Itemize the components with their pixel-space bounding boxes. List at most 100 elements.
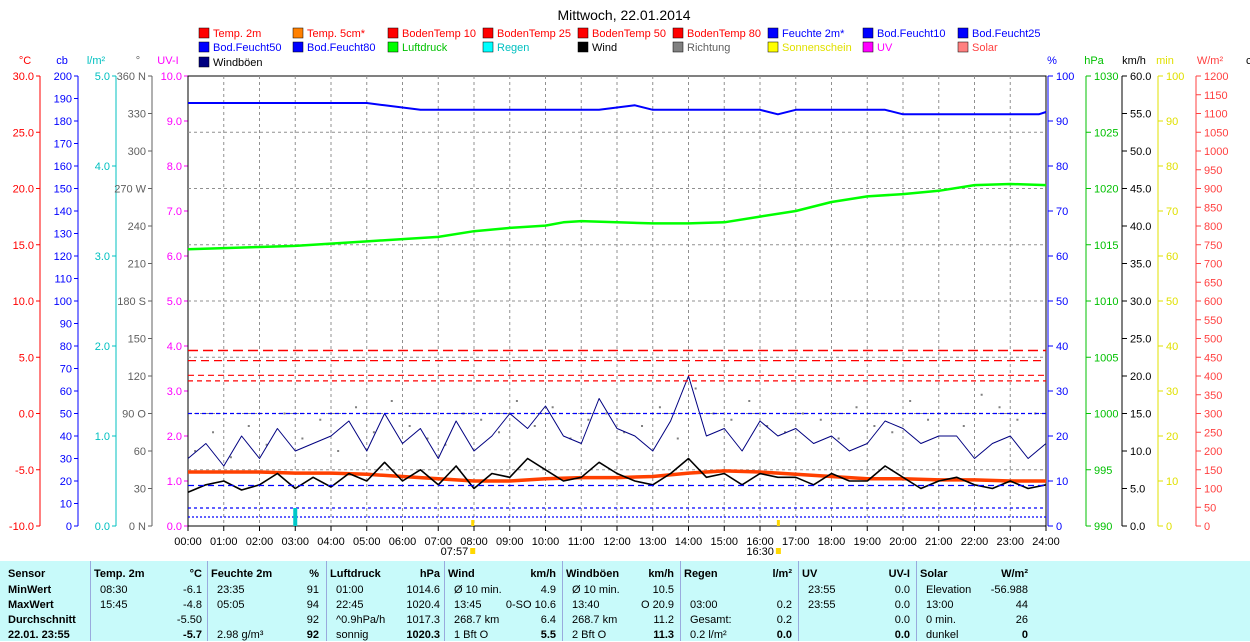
table-cell-value: 0-SO 10.6 [505,599,556,611]
axis-tick-solar: 1000 [1204,146,1228,158]
axis-tick-hum: 100 [1056,71,1074,83]
table-cell-value: 0.2 [776,614,792,626]
axis-tick-press: 1000 [1094,409,1118,421]
x-tick-label: 09:00 [496,536,524,548]
series-luftdruck [187,182,1047,251]
table-cell-info: 1 Bft O [454,629,489,641]
x-axis: 00:00 01:00 02:00 03:00 04:00 05:00 06:00 07:00… [174,526,1060,558]
axis-tick-sun: 0 [1166,521,1172,533]
table-cell-value: 0.0 [894,599,910,611]
axis-tick-rain: 3.0 [95,251,110,263]
plot-area [187,102,1047,526]
table-header-label: Wind [448,568,475,580]
legend-label: UV [877,42,893,54]
axis-tick-dir: 270 W [114,184,146,196]
richtung-point [283,412,286,415]
axis-tick-rain: 0.0 [95,521,110,533]
axis-tick-cb: 150 [54,184,72,196]
axis-tick-wind: 15.0 [1130,409,1151,421]
legend-label: BodenTemp 80 [687,28,761,40]
x-tick-label: 21:00 [925,536,953,548]
axis-tick-sun: 30 [1166,386,1178,398]
axis-unit-rain: l/m² [87,55,106,67]
axis-unit-uv: UV-I [157,55,178,67]
axis-unit-solar: W/m² [1197,55,1224,67]
richtung-point [605,412,608,415]
legend-label: Feuchte 2m* [782,28,845,40]
table-header-label: Regen [684,568,718,580]
axis-tick-wind: 10.0 [1130,446,1151,458]
axis-tick-wind: 25.0 [1130,334,1151,346]
table-cell-info: 2.98 g/m³ [217,629,264,641]
legend-label: Sonnenschein [782,42,852,54]
table-cell-info: 01:00 [336,584,364,596]
table-cell-value: 1014.6 [406,584,440,596]
x-tick-label: 16:00 [746,536,774,548]
table-header-label: UV [802,568,818,580]
axis-tick-cb: 140 [54,206,72,218]
axis-unit-dir: ° [136,55,140,67]
legend-label: BodenTemp 10 [402,28,476,40]
table-header-unit: hPa [419,568,440,580]
richtung-point [337,450,340,452]
richtung-point [212,431,215,434]
table-cell-info: 05:05 [217,599,245,611]
table-header-label: Luftdruck [330,568,381,580]
legend-label: Richtung [687,42,730,54]
legend-swatch [672,41,684,53]
axis-tick-solar: 0 [1204,521,1210,533]
axis-tick-dir: 360 N [117,71,146,83]
table-row-label: 22.01. 23:55 [8,629,70,641]
table-cell-value: 91 [306,584,319,596]
sunrise-label: 07:57 [441,546,469,558]
axis-tick-cb: 10 [60,499,72,511]
axis-tick-wind: 35.0 [1130,259,1151,271]
axis-tick-hum: 0 [1056,521,1062,533]
table-cell-value: O 20.9 [640,599,674,611]
table-cell-value: 11.3 [653,629,674,641]
table-cell-info: 23:35 [217,584,245,596]
axis-tick-wind: 50.0 [1130,146,1151,158]
axis-tick-cb: 70 [60,364,72,376]
axis-tick-solar: 700 [1204,259,1222,271]
axis-tick-uv: 10.0 [161,71,182,83]
table-cell-value: 1020.3 [406,629,440,641]
legend-label: BodenTemp 25 [497,28,571,40]
richtung-point [748,400,751,402]
axis-tick-uv: 7.0 [167,206,182,218]
axis-tick-dir: 90 O [122,409,146,421]
table-separator [916,561,917,641]
axis-tick-dir: 150 [128,334,146,346]
sun-mark [471,520,475,526]
axis-tick-dir: 210 [128,259,146,271]
richtung-point [408,425,411,427]
axis-tick-hum: 50 [1056,296,1068,308]
legend: Temp. 2m Temp. 5cm* BodenTemp 10 BodenTemp … [198,27,1041,69]
richtung-point [623,431,626,434]
axis-tick-solar: 350 [1204,390,1222,402]
table-header-unit: UV-I [888,568,910,580]
axis-tick-press: 1010 [1094,296,1118,308]
x-tick-label: 20:00 [889,536,917,548]
legend-swatch [767,27,779,39]
axis-tick-temp: 15.0 [13,240,34,252]
axis-tick-temp: 10.0 [13,296,34,308]
axis-tick-dir: 120 [128,371,146,383]
richtung-point [980,393,983,396]
axis-tick-solar: 1050 [1204,127,1228,139]
table-cell-info: 08:30 [100,584,128,596]
x-tick-label: 03:00 [281,536,309,548]
axis-tick-solar: 450 [1204,352,1222,364]
axis-tick-press: 1030 [1094,71,1118,83]
table-cell-value: -56.988 [990,584,1028,596]
axis-tick-dir: 300 [128,146,146,158]
table-header-label: Solar [920,568,948,580]
axis-unit-hum: % [1047,55,1057,67]
x-tick-label: 13:00 [639,536,667,548]
chart-background [0,0,1250,561]
x-tick-label: 11:00 [568,536,595,548]
legend-swatch [862,41,874,53]
legend-label: Temp. 5cm* [307,28,366,40]
axis-tick-uv: 1.0 [167,476,182,488]
legend-swatch [957,41,969,53]
